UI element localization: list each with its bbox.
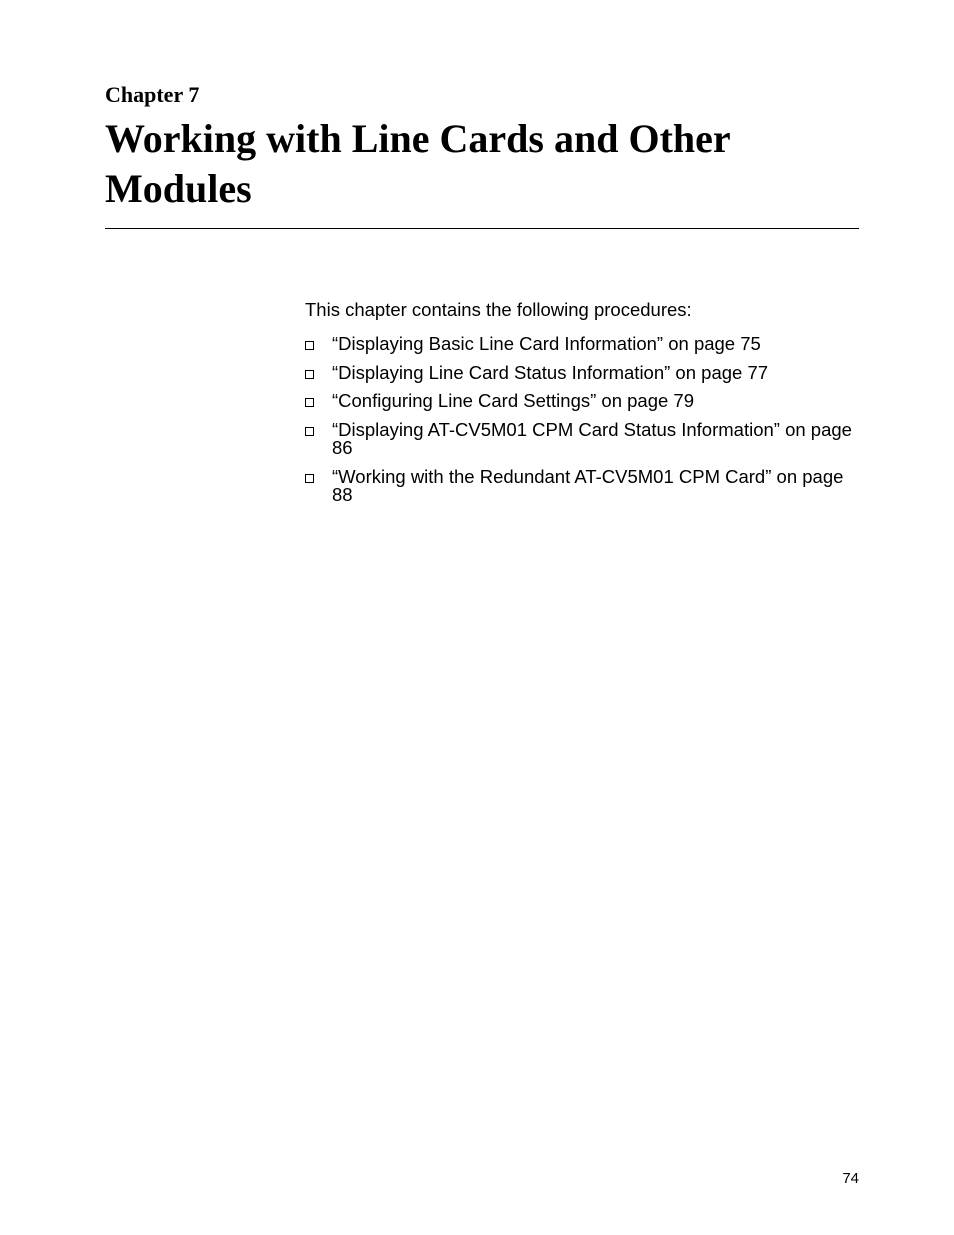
toc-item-text: “Configuring Line Card Settings” on page… (332, 392, 694, 411)
chapter-title: Working with Line Cards and Other Module… (105, 114, 859, 228)
toc-item-text: “Displaying Basic Line Card Information”… (332, 335, 761, 354)
square-bullet-icon (305, 370, 314, 379)
toc-item-text: “Displaying AT-CV5M01 CPM Card Status In… (332, 421, 859, 458)
list-item: “Configuring Line Card Settings” on page… (305, 392, 859, 411)
list-item: “Displaying Basic Line Card Information”… (305, 335, 859, 354)
page: Chapter 7 Working with Line Cards and Ot… (0, 0, 954, 505)
list-item: “Displaying AT-CV5M01 CPM Card Status In… (305, 421, 859, 458)
square-bullet-icon (305, 427, 314, 436)
square-bullet-icon (305, 341, 314, 350)
toc-item-text: “Working with the Redundant AT-CV5M01 CP… (332, 468, 859, 505)
page-number: 74 (842, 1170, 859, 1187)
chapter-label: Chapter 7 (105, 82, 859, 108)
toc-list: “Displaying Basic Line Card Information”… (305, 335, 859, 505)
list-item: “Displaying Line Card Status Information… (305, 364, 859, 383)
intro-text: This chapter contains the following proc… (305, 299, 859, 321)
square-bullet-icon (305, 474, 314, 483)
title-rule (105, 228, 859, 229)
square-bullet-icon (305, 398, 314, 407)
list-item: “Working with the Redundant AT-CV5M01 CP… (305, 468, 859, 505)
toc-item-text: “Displaying Line Card Status Information… (332, 364, 768, 383)
